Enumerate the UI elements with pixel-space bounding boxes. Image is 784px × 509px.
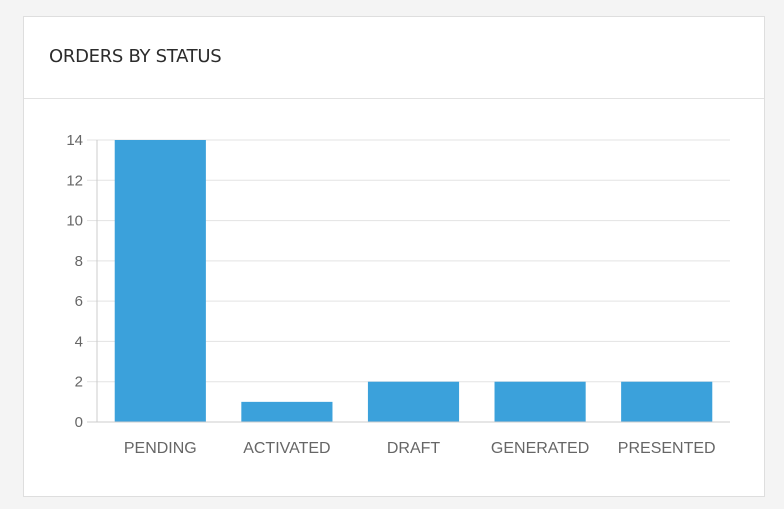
x-tick-label: ACTIVATED [243, 440, 330, 457]
y-tick-label: 10 [66, 213, 83, 230]
y-tick-label: 8 [75, 253, 83, 270]
card-title: ORDERS BY STATUS [49, 46, 222, 67]
y-tick-label: 2 [75, 374, 83, 391]
card-header: ORDERS BY STATUS [24, 17, 764, 99]
chart-y-ticks: 0 2 4 6 8 10 12 14 [66, 132, 83, 431]
bar-presented [621, 381, 713, 422]
y-tick-label: 0 [75, 414, 83, 431]
chart-bars [114, 140, 713, 422]
x-tick-label: DRAFT [387, 440, 441, 457]
bar-draft [367, 381, 460, 422]
chart-x-ticks: PENDING ACTIVATED DRAFT GENERATED PRESENTED [124, 440, 716, 457]
bar-activated [241, 401, 333, 422]
x-tick-label: GENERATED [491, 440, 589, 457]
bar-pending [114, 140, 206, 422]
chart-axes [87, 140, 730, 423]
x-tick-label: PRESENTED [618, 440, 716, 457]
y-tick-label: 4 [75, 333, 83, 350]
bar-generated [494, 381, 586, 422]
y-tick-label: 12 [66, 172, 83, 189]
y-tick-label: 6 [75, 293, 83, 310]
y-tick-label: 14 [66, 132, 83, 149]
x-tick-label: PENDING [124, 440, 197, 457]
